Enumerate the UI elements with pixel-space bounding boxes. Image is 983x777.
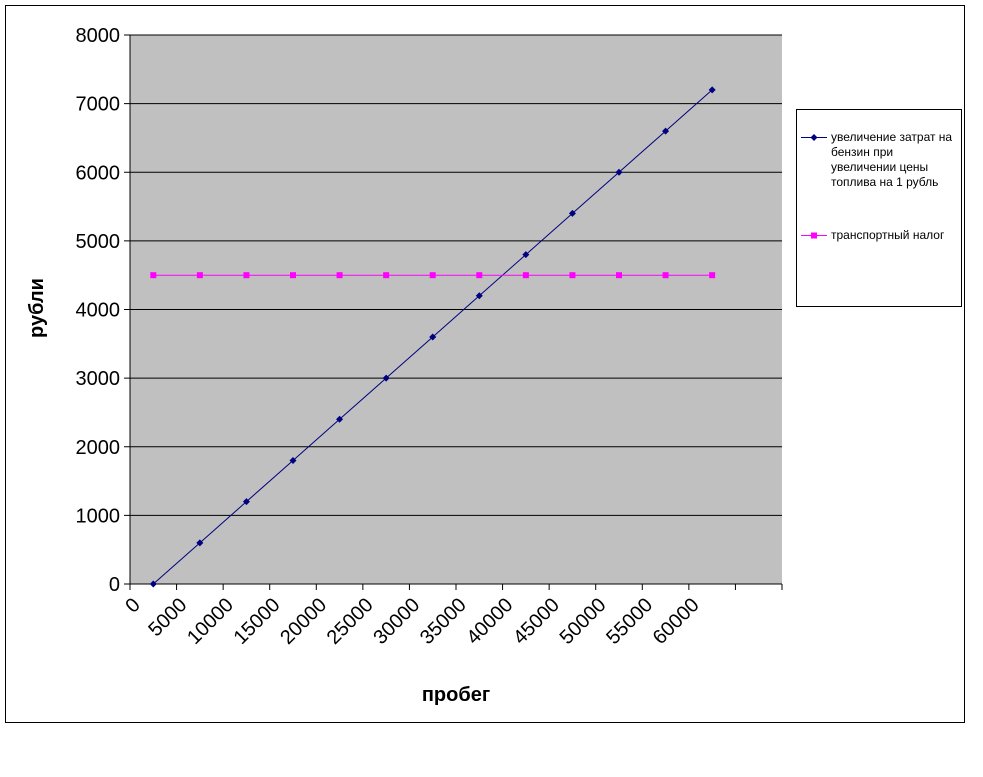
y-tick-label: 8000 [76,25,121,47]
data-point [382,374,390,382]
y-tick-label: 5000 [76,231,121,253]
data-point [429,333,437,341]
data-point [569,272,576,279]
legend-label: увеличение затрат на бензин при увеличен… [831,130,953,189]
data-point [289,456,297,464]
data-point [150,272,157,279]
y-tick-label: 0 [109,574,120,596]
data-point [709,272,716,279]
data-point [290,272,296,279]
y-tick-label: 4000 [76,300,121,322]
x-axis-label: пробег [422,684,490,706]
data-point [196,539,204,547]
data-point [615,168,623,176]
y-tick-label: 3000 [76,368,121,390]
data-point [429,272,436,279]
y-tick-label: 6000 [76,162,121,184]
data-point [475,292,483,300]
legend-swatch [801,134,827,141]
data-point [196,272,203,279]
legend-label: транспортный налог [831,228,945,242]
legend-entry: увеличение затрат на бензин при увеличен… [801,130,961,190]
legend-marker [811,232,817,239]
data-point [522,272,529,279]
legend: увеличение затрат на бензин при увеличен… [796,109,962,307]
y-tick-label: 1000 [76,505,121,527]
data-point [476,272,483,279]
y-tick-label: 2000 [76,437,121,459]
y-axis-label: рубли [26,278,48,338]
data-point [242,498,250,506]
data-point [336,272,343,279]
data-point [708,86,716,94]
data-point [383,272,390,279]
legend-swatch [801,232,827,239]
data-point [336,415,344,423]
data-point [616,272,622,279]
data-point [662,127,670,135]
data-point [662,272,669,279]
data-point [568,209,576,217]
y-tick-label: 7000 [76,94,121,116]
data-point [522,251,530,259]
data-point [243,272,250,279]
legend-entry: транспортный налог [801,228,961,243]
legend-marker [810,134,818,141]
data-point [149,580,157,588]
